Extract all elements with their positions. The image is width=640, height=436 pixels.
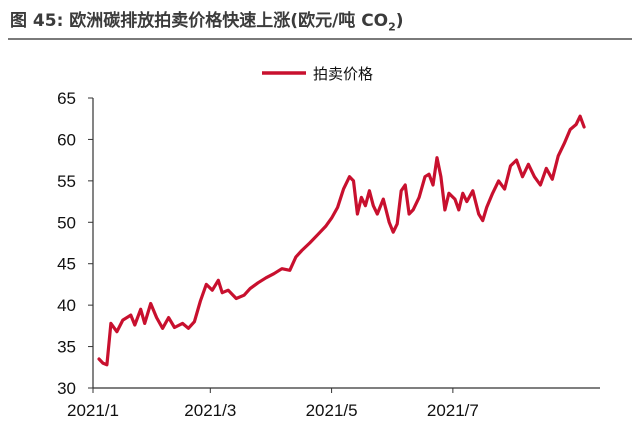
y-tick-label: 40 — [57, 296, 76, 315]
legend: 拍卖价格 — [262, 65, 373, 83]
y-tick-label: 30 — [57, 379, 76, 398]
figure-title-prefix: 图 45: — [10, 11, 64, 31]
y-tick-label: 55 — [57, 172, 76, 191]
x-tick-label: 2021/3 — [184, 401, 236, 420]
x-tick-label: 2021/5 — [306, 401, 358, 420]
legend-label: 拍卖价格 — [313, 65, 373, 83]
y-tick-label: 50 — [57, 213, 76, 232]
figure-title: 图 45: 欧洲碳排放拍卖价格快速上涨(欧元/吨 CO2) — [10, 6, 630, 33]
figure-title-close: ) — [395, 11, 404, 31]
series-line-auction-price — [97, 114, 586, 367]
y-tick-label: 65 — [57, 89, 76, 108]
x-tick-label: 2021/1 — [67, 401, 119, 420]
axes — [92, 98, 600, 389]
figure-title-subscript: 2 — [388, 20, 396, 34]
x-axis-ticks: 2021/1 2021/3 2021/5 2021/7 — [67, 388, 479, 420]
x-tick-label: 2021/7 — [427, 401, 479, 420]
figure-title-co: CO — [355, 11, 389, 31]
y-axis-ticks: 30 35 40 45 50 55 60 65 — [57, 89, 93, 398]
y-tick-label: 60 — [57, 130, 76, 149]
series-layer — [97, 114, 586, 367]
figure-title-text: 欧洲碳排放拍卖价格快速上涨(欧元/吨 — [69, 11, 356, 31]
title-divider — [8, 38, 632, 40]
y-tick-label: 45 — [57, 255, 76, 274]
y-tick-label: 35 — [57, 338, 76, 357]
